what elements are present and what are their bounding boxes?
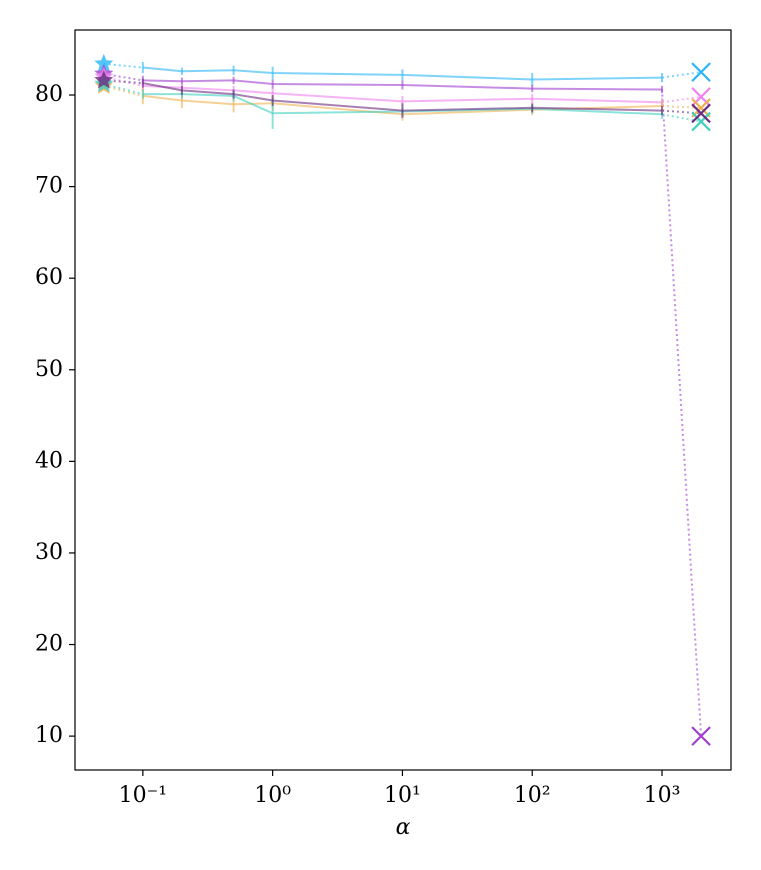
end-connector: [661, 71, 702, 79]
end-marker: [691, 98, 711, 118]
x-tick-label: 10¹: [384, 783, 421, 808]
end-marker: [691, 726, 711, 746]
x-axis-label: α: [396, 815, 411, 840]
x-tick-label: 10³: [644, 783, 681, 808]
y-tick-label: 30: [35, 540, 63, 565]
y-tick-label: 10: [35, 723, 63, 748]
end-connector: [661, 113, 702, 123]
end-connector: [661, 105, 702, 109]
end-marker: [691, 111, 711, 132]
end-connector: [661, 109, 702, 115]
end-connector: [661, 95, 702, 104]
x-tick-label: 10²: [514, 783, 551, 808]
start-connector: [103, 83, 144, 96]
plot-frame: [74, 29, 732, 771]
y-tick-label: 80: [35, 82, 63, 107]
x-tick-label: 10⁻¹: [119, 783, 167, 808]
end-marker: [691, 62, 711, 82]
start-marker: [94, 70, 114, 89]
start-connector: [103, 84, 144, 97]
x-tick-label: 10⁰: [254, 783, 291, 808]
end-connector: [661, 89, 703, 737]
y-tick-label: 70: [35, 174, 63, 199]
y-tick-label: 50: [35, 357, 63, 382]
start-marker: [94, 53, 114, 72]
y-tick-label: 40: [35, 448, 63, 473]
y-tick-label: 20: [35, 632, 63, 657]
end-marker: [691, 103, 711, 124]
y-tick-label: 60: [35, 265, 63, 290]
end-marker: [691, 87, 711, 107]
start-connector: [103, 62, 143, 69]
